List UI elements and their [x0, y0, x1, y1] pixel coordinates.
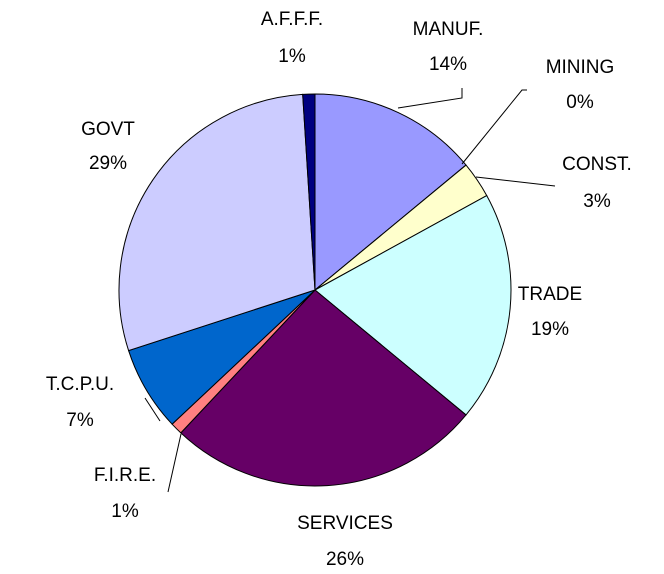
slice-label: CONST. [562, 154, 632, 175]
slice-value-label: 0% [566, 92, 594, 113]
pie-slice [314, 93, 467, 292]
slice-value-label: 14% [429, 54, 467, 75]
slice-value-label: 29% [89, 153, 127, 174]
slice-label: GOVT [81, 119, 135, 140]
slice-label: T.C.P.U. [46, 374, 114, 395]
slice-label: TRADE [518, 284, 582, 305]
pie-slice [314, 194, 512, 416]
slice-value-label: 26% [326, 549, 364, 570]
leader-line [397, 88, 463, 109]
slice-value-label: 1% [111, 501, 139, 522]
slice-label: SERVICES [297, 513, 393, 534]
leader-line [461, 89, 527, 165]
slice-label: MANUF. [413, 19, 484, 40]
slice-label: A.F.F.F. [261, 9, 323, 30]
pie-slice [118, 93, 316, 352]
leader-line [475, 176, 556, 187]
leader-line [167, 433, 182, 493]
slice-value-label: 1% [278, 46, 306, 67]
leader-line [144, 397, 161, 422]
slice-value-label: 7% [66, 410, 94, 431]
slice-value-label: 19% [531, 319, 569, 340]
pie-slice [302, 93, 316, 291]
pie-slice [180, 289, 467, 487]
slice-value-label: 3% [583, 191, 611, 212]
slice-label: F.I.R.E. [94, 465, 156, 486]
slice-label: MINING [546, 57, 615, 78]
